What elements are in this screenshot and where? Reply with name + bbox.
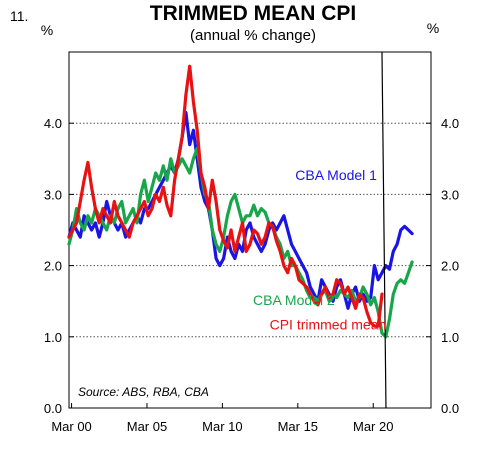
y-unit-right: %: [427, 20, 439, 36]
plot-frame: [68, 51, 432, 409]
y-tick-label-left: 0.0: [44, 401, 62, 416]
source-note: Source: ABS, RBA, CBA: [78, 385, 209, 399]
vertical-marker-line: [381, 51, 387, 409]
x-tick-label: Mar 00: [51, 419, 91, 434]
y-unit-left: %: [41, 22, 53, 38]
y-tick-label-left: 3.0: [44, 187, 62, 202]
x-axis-ticks: Mar 00 Mar 05 Mar 10 Mar 15 Mar 20: [51, 403, 393, 434]
series-labels: CBA Model 1 CBA Model 2 CPI trimmed mean: [253, 167, 386, 333]
figure-number: 11.: [10, 8, 28, 24]
x-tick-label: Mar 15: [278, 419, 318, 434]
y-tick-label-right: 1.0: [441, 330, 459, 345]
y-tick-label-left: 1.0: [44, 330, 62, 345]
y-tick-label-left: 2.0: [44, 259, 62, 274]
chart-subtitle: (annual % change): [190, 27, 316, 44]
label-cpi-trimmed-mean: CPI trimmed mean: [270, 317, 387, 333]
x-tick-label: Mar 20: [353, 419, 393, 434]
cba-model-2-line: [67, 146, 414, 339]
y-tick-label-right: 4.0: [441, 116, 459, 131]
chart-title: TRIMMED MEAN CPI: [150, 2, 357, 25]
label-cba-model-1: CBA Model 1: [295, 167, 377, 183]
y-tick-label-right: 3.0: [441, 187, 459, 202]
x-tick-label: Mar 10: [202, 419, 242, 434]
x-tick-label: Mar 05: [127, 419, 167, 434]
cba-model-1-line: [67, 110, 414, 310]
y-axis-ticks: 0.0 0.0 1.0 1.0 2.0 2.0 3.0 3.0 4.0 4.0: [44, 116, 459, 416]
series-lines: [67, 64, 414, 339]
y-tick-label-right: 0.0: [441, 401, 459, 416]
y-tick-label-right: 2.0: [441, 259, 459, 274]
label-cba-model-2: CBA Model 2: [253, 292, 335, 308]
cpi-trimmed-mean-line: [67, 64, 384, 328]
y-tick-label-left: 4.0: [44, 116, 62, 131]
gridlines: [69, 122, 431, 338]
